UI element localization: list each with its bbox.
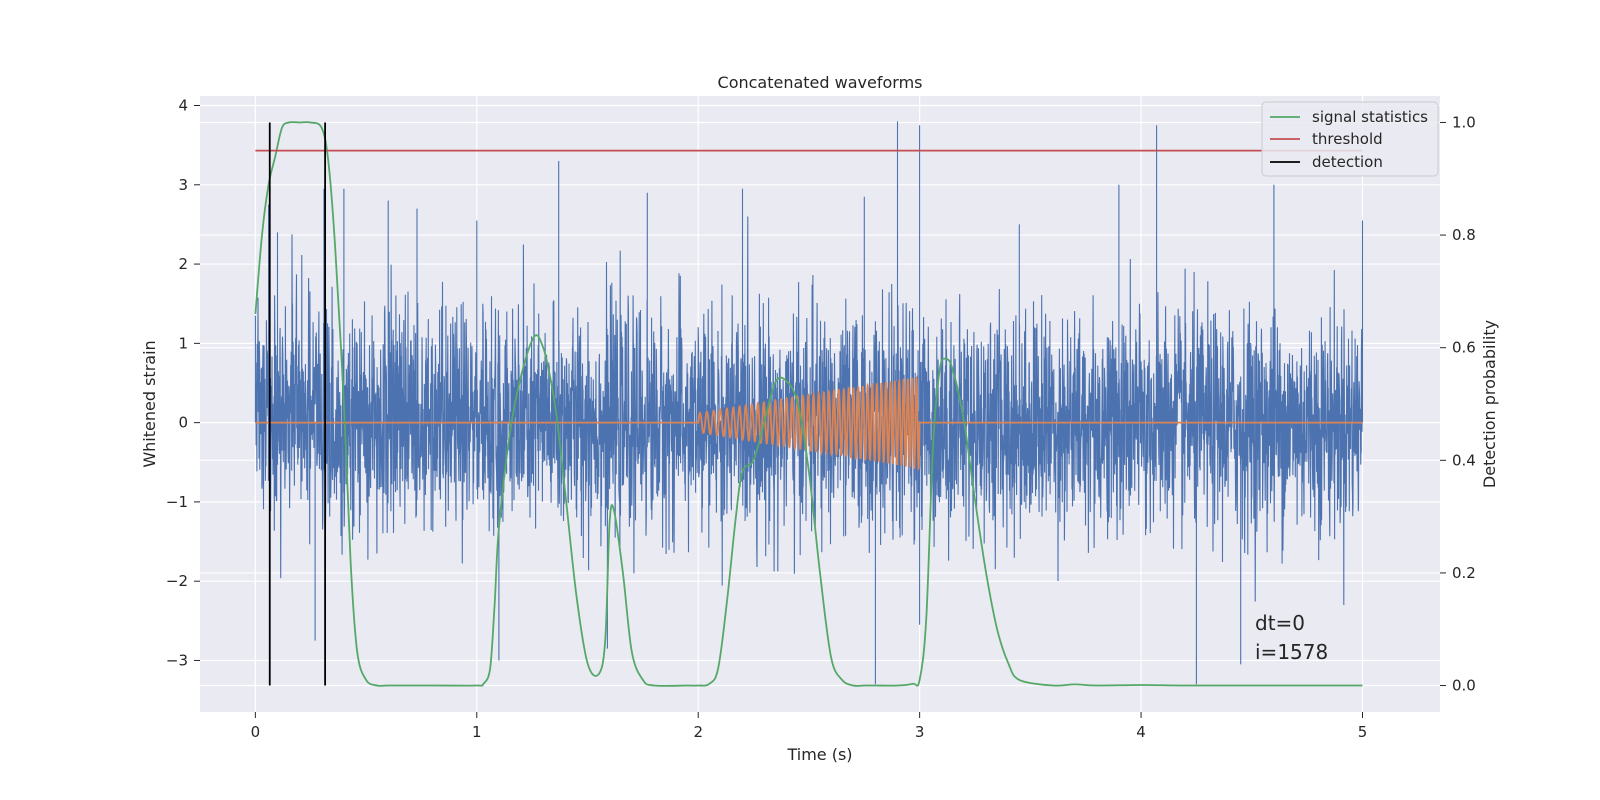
legend-label-detection: detection (1312, 153, 1383, 171)
chart-title: Concatenated waveforms (718, 73, 923, 92)
grid (200, 96, 1440, 712)
x-tick-label: 3 (915, 723, 925, 741)
x-tick-label: 1 (472, 723, 482, 741)
x-axis-label: Time (s) (786, 745, 852, 764)
y-axis-label: Whitened strain (140, 340, 159, 467)
y2-tick-label: 0.6 (1452, 339, 1476, 357)
y2-tick-label: 1.0 (1452, 113, 1476, 131)
y-tick-label: −1 (166, 493, 188, 511)
x-tick-label: 0 (251, 723, 261, 741)
injection-series (255, 377, 1363, 472)
x-tick-label: 4 (1136, 723, 1146, 741)
y2-axis-label: Detection probability (1480, 320, 1499, 488)
x-tick-label: 2 (693, 723, 703, 741)
signal-statistics-series (254, 121, 1363, 687)
y-tick-label: −2 (166, 572, 188, 590)
y2-tick-label: 0.2 (1452, 564, 1476, 582)
y-tick-label: −3 (166, 651, 188, 669)
y2-tick-label: 0.8 (1452, 226, 1476, 244)
annotation-index: i=1578 (1255, 640, 1328, 664)
annotation-dt: dt=0 (1255, 611, 1305, 635)
legend-label-signal-statistics: signal statistics (1312, 108, 1428, 126)
y-tick-label: 4 (178, 97, 188, 115)
y-tick-label: 2 (178, 255, 188, 273)
strain-line (254, 121, 1364, 685)
strain-series (254, 121, 1364, 685)
y-tick-label: 1 (178, 334, 188, 352)
left-axis-ticks: −3 −2 −1 0 1 2 3 4 (166, 97, 200, 669)
signal-statistics-line (254, 121, 1363, 687)
legend-label-threshold: threshold (1312, 130, 1383, 148)
y-tick-label: 0 (178, 414, 188, 432)
injection-line (255, 377, 1363, 472)
legend-box (1261, 101, 1439, 177)
x-axis-ticks: 0 1 2 3 4 5 (251, 712, 1368, 741)
detection-series (268, 122, 327, 686)
y-tick-label: 3 (178, 176, 188, 194)
x-tick-label: 5 (1358, 723, 1368, 741)
right-axis-ticks: 0.0 0.2 0.4 0.6 0.8 1.0 (1440, 113, 1476, 695)
y2-tick-label: 0.4 (1452, 451, 1476, 469)
y2-tick-label: 0.0 (1452, 677, 1476, 695)
legend: signal statistics threshold detection (1261, 101, 1439, 177)
